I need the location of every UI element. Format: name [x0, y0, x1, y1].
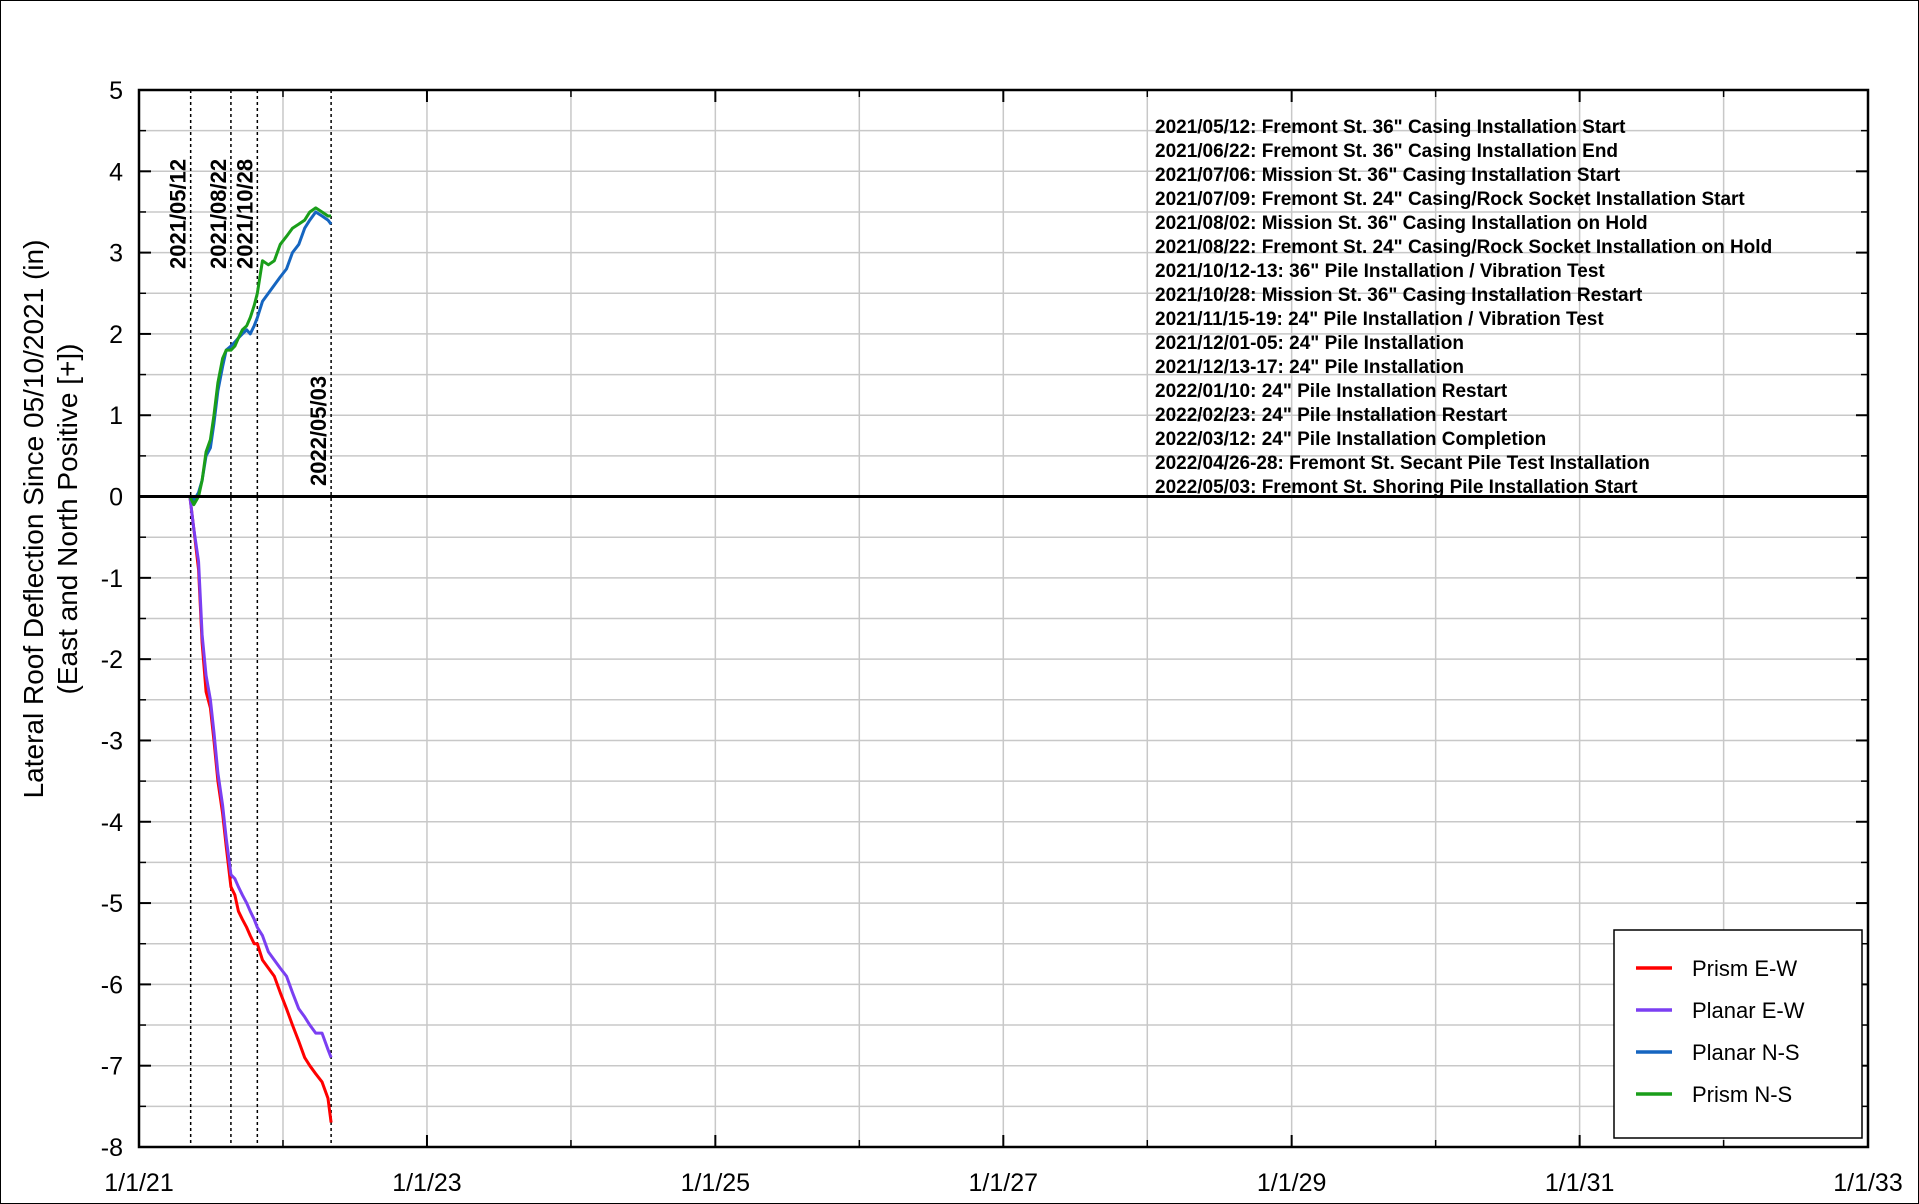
note-line: 2021/06/22: Fremont St. 36" Casing Insta…: [1155, 141, 1618, 162]
axis-layer: 5 4 3 2 1 0 -1 -2 -3 -4 -5 -6 -7 -8 1/1/21 1/1/23 1/1/25…: [101, 77, 1903, 1197]
notes-block: 2021/05/12: Fremont St. 36" Casing Insta…: [1155, 117, 1772, 498]
y-tick-label: -2: [101, 646, 123, 674]
note-line: 2021/10/12-13: 36" Pile Installation / V…: [1155, 261, 1605, 282]
series-layer: [188, 206, 333, 1123]
legend-entry: Planar E-W: [1692, 998, 1805, 1023]
note-line: 2022/01/10: 24" Pile Installation Restar…: [1155, 381, 1508, 402]
note-line: 2021/05/12: Fremont St. 36" Casing Insta…: [1155, 117, 1626, 138]
legend-entry: Prism E-W: [1692, 956, 1797, 981]
y-tick-label: -5: [101, 890, 123, 918]
event-label: 2021/05/12: [166, 159, 191, 269]
y-tick-label: 2: [109, 321, 123, 349]
y-axis-label: Lateral Roof Deflection Since 05/10/2021…: [18, 240, 49, 799]
series-line-planar-n-s: [188, 210, 333, 503]
y-tick-label: 3: [109, 240, 123, 268]
x-tick-label: 1/1/29: [1257, 1169, 1327, 1197]
y-tick-label: -6: [101, 971, 123, 999]
legend-box: [1613, 929, 1863, 1139]
y-tick-label: 4: [109, 158, 123, 186]
x-tick-label: 1/1/25: [681, 1169, 751, 1197]
note-line: 2021/11/15-19: 24" Pile Installation / V…: [1155, 309, 1604, 330]
series-line-prism-n-s: [188, 206, 332, 507]
note-line: 2022/05/03: Fremont St. Shoring Pile Ins…: [1155, 477, 1638, 498]
x-tick-label: 1/1/21: [104, 1169, 174, 1197]
note-line: 2022/02/23: 24" Pile Installation Restar…: [1155, 405, 1508, 426]
y-tick-label: -1: [101, 565, 123, 593]
event-label: 2022/05/03: [306, 376, 331, 486]
legend-entry: Planar N-S: [1692, 1040, 1800, 1065]
x-tick-label: 1/1/23: [392, 1169, 462, 1197]
y-tick-label: 0: [109, 484, 123, 512]
note-line: 2021/08/02: Mission St. 36" Casing Insta…: [1155, 213, 1648, 234]
series-line-planar-e-w: [188, 496, 333, 1059]
note-line: 2021/12/13-17: 24" Pile Installation: [1155, 357, 1464, 378]
event-label: 2021/10/28: [232, 159, 257, 269]
y-tick-label: 1: [109, 402, 123, 430]
note-line: 2021/10/28: Mission St. 36" Casing Insta…: [1155, 285, 1643, 306]
note-line: 2022/04/26-28: Fremont St. Secant Pile T…: [1155, 453, 1650, 474]
y-tick-label: -7: [101, 1053, 123, 1081]
y-tick-label: 5: [109, 77, 123, 105]
x-tick-label: 1/1/31: [1545, 1169, 1615, 1197]
y-tick-label: -3: [101, 727, 123, 755]
x-tick-label: 1/1/27: [969, 1169, 1039, 1197]
series-line-prism-e-w: [188, 496, 333, 1123]
legend: Prism E-W Planar E-W Planar N-S Prism N-S: [1613, 929, 1863, 1139]
note-line: 2021/07/06: Mission St. 36" Casing Insta…: [1155, 165, 1621, 186]
note-line: 2022/03/12: 24" Pile Installation Comple…: [1155, 429, 1546, 450]
legend-entry: Prism N-S: [1692, 1082, 1792, 1107]
event-lines-layer: 2021/05/12 2021/08/22 2021/10/28 2022/05/03: [166, 90, 332, 1147]
x-tick-label: 1/1/33: [1833, 1169, 1903, 1197]
y-tick-label: -4: [101, 809, 123, 837]
note-line: 2021/07/09: Fremont St. 24" Casing/Rock …: [1155, 189, 1745, 210]
note-line: 2021/08/22: Fremont St. 24" Casing/Rock …: [1155, 237, 1772, 258]
event-label: 2021/08/22: [206, 159, 231, 269]
y-axis-label-sub: (East and North Positive [+]): [52, 344, 83, 695]
note-line: 2021/12/01-05: 24" Pile Installation: [1155, 333, 1464, 354]
y-tick-label: -8: [101, 1134, 123, 1162]
